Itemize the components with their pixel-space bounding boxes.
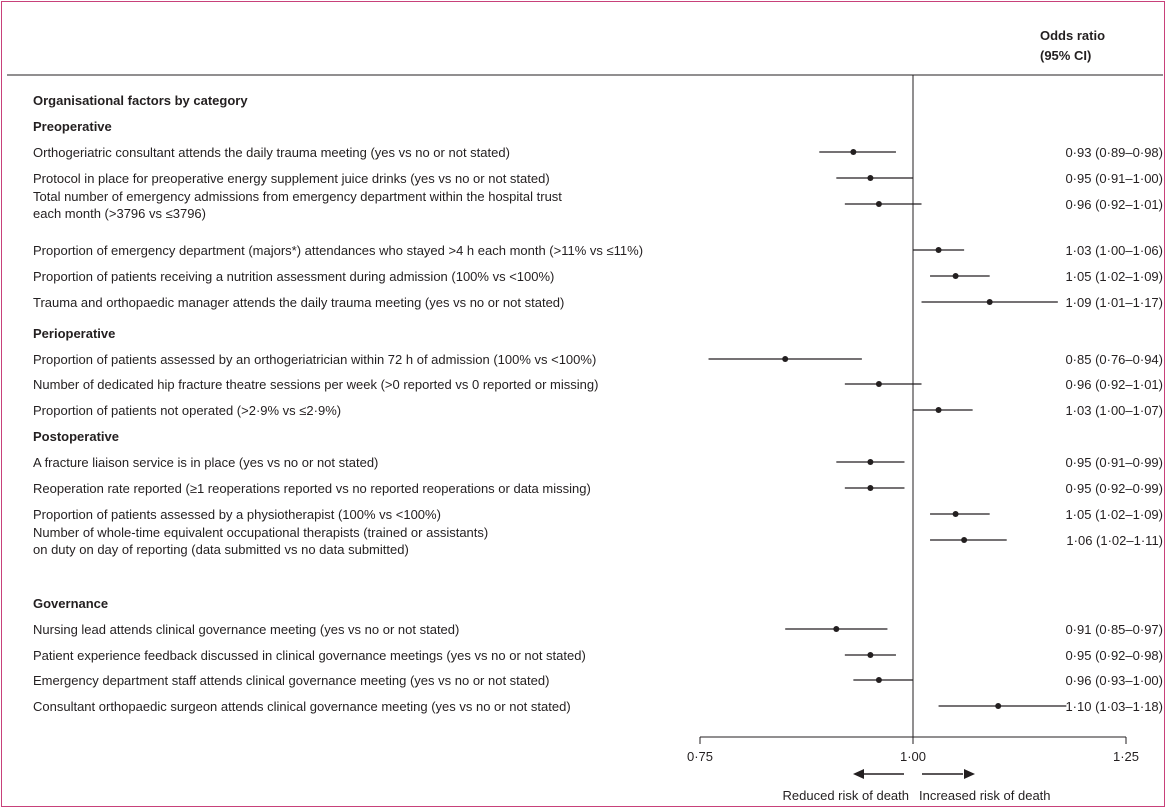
estimate-point (867, 459, 874, 465)
row-label: Total number of emergency admissions fro… (33, 189, 562, 204)
row-label: A fracture liaison service is in place (… (33, 455, 378, 470)
x-tick-label: 0·75 (687, 749, 713, 764)
category-heading: Perioperative (33, 326, 115, 341)
row-label: Protocol in place for preoperative energ… (33, 171, 550, 186)
row-label: Proportion of patients assessed by a phy… (33, 507, 441, 522)
estimate-point (850, 149, 857, 155)
odds-ratio-value: 1·05 (1·02–1·09) (1065, 507, 1163, 522)
row-label: Patient experience feedback discussed in… (33, 648, 586, 663)
odds-ratio-value: 0·85 (0·76–0·94) (1065, 352, 1163, 367)
right-arrow-icon (964, 769, 975, 779)
odds-ratio-value: 1·06 (1·02–1·11) (1066, 533, 1163, 548)
odds-ratio-value: 0·95 (0·92–0·98) (1065, 648, 1163, 663)
estimate-point (833, 626, 840, 632)
row-label: Consultant orthopaedic surgeon attends c… (33, 699, 571, 714)
row-label: on duty on day of reporting (data submit… (33, 542, 409, 557)
row-label: Reoperation rate reported (≥1 reoperatio… (33, 481, 591, 496)
row-label: Number of whole-time equivalent occupati… (33, 525, 488, 540)
left-arrow-icon (853, 769, 864, 779)
odds-ratio-value: 0·91 (0·85–0·97) (1065, 622, 1163, 637)
estimate-point (875, 201, 882, 207)
odds-ratio-value: 0·96 (0·92–1·01) (1065, 377, 1163, 392)
estimate-point (875, 677, 882, 683)
row-label: Proportion of patients receiving a nutri… (33, 269, 554, 284)
estimate-point (867, 652, 874, 658)
estimate-point (995, 703, 1002, 709)
odds-ratio-value: 1·09 (1·01–1·17) (1065, 295, 1163, 310)
row-label: Proportion of patients assessed by an or… (33, 352, 596, 367)
row-label: Number of dedicated hip fracture theatre… (33, 377, 598, 392)
odds-ratio-value: 1·05 (1·02–1·09) (1065, 269, 1163, 284)
row-label: Emergency department staff attends clini… (33, 673, 549, 688)
odds-ratio-value: 1·03 (1·00–1·07) (1065, 403, 1163, 418)
category-heading: Governance (33, 596, 108, 611)
estimate-point (961, 537, 968, 543)
estimate-point (952, 511, 959, 517)
header-ci: (95% CI) (1040, 48, 1091, 63)
row-label: Trauma and orthopaedic manager attends t… (33, 295, 564, 310)
row-label: Proportion of patients not operated (>2·… (33, 403, 341, 418)
odds-ratio-value: 0·95 (0·91–0·99) (1065, 455, 1163, 470)
odds-ratio-value: 0·95 (0·92–0·99) (1065, 481, 1163, 496)
direction-label-left: Reduced risk of death (783, 788, 909, 803)
category-heading: Preoperative (33, 119, 112, 134)
odds-ratio-value: 0·95 (0·91–1·00) (1065, 171, 1163, 186)
row-label: Proportion of emergency department (majo… (33, 243, 643, 258)
x-tick-label: 1·00 (900, 749, 926, 764)
estimate-point (875, 381, 882, 387)
estimate-point (952, 273, 959, 279)
odds-ratio-value: 1·10 (1·03–1·18) (1065, 699, 1163, 714)
row-label: Nursing lead attends clinical governance… (33, 622, 459, 637)
header-odds-ratio: Odds ratio (1040, 28, 1105, 43)
estimate-point (867, 175, 874, 181)
x-tick-label: 1·25 (1113, 749, 1139, 764)
odds-ratio-value: 1·03 (1·00–1·06) (1065, 243, 1163, 258)
category-heading: Postoperative (33, 429, 119, 444)
row-label: each month (>3796 vs ≤3796) (33, 206, 206, 221)
estimate-point (986, 299, 993, 305)
direction-label-right: Increased risk of death (919, 788, 1051, 803)
estimate-point (782, 356, 789, 362)
row-label: Orthogeriatric consultant attends the da… (33, 145, 510, 160)
estimate-point (935, 407, 942, 413)
section-title: Organisational factors by category (33, 93, 248, 108)
odds-ratio-value: 0·96 (0·93–1·00) (1065, 673, 1163, 688)
odds-ratio-value: 0·96 (0·92–1·01) (1065, 197, 1163, 212)
estimate-point (935, 247, 942, 253)
odds-ratio-value: 0·93 (0·89–0·98) (1065, 145, 1163, 160)
estimate-point (867, 485, 874, 491)
